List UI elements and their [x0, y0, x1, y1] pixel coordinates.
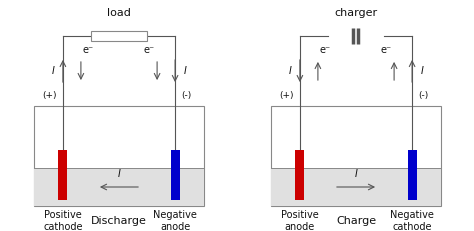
Text: Positive
anode: Positive anode [281, 210, 319, 231]
Bar [34, 106, 204, 206]
Text: I: I [118, 169, 120, 179]
Bar [171, 150, 180, 200]
Text: Negative
anode: Negative anode [153, 210, 197, 231]
Text: load: load [107, 8, 131, 18]
Text: I: I [420, 66, 424, 76]
Text: I: I [183, 66, 187, 76]
Bar [91, 31, 147, 41]
Text: (+): (+) [279, 91, 294, 100]
Bar [271, 106, 441, 206]
Text: Discharge: Discharge [91, 216, 147, 226]
Text: e⁻: e⁻ [144, 45, 155, 55]
Text: Positive
cathode: Positive cathode [43, 210, 82, 231]
Bar [58, 150, 67, 200]
Text: (+): (+) [42, 91, 57, 100]
Text: Negative
cathode: Negative cathode [390, 210, 434, 231]
Bar [295, 150, 304, 200]
Text: charger: charger [335, 8, 378, 18]
Bar [271, 168, 441, 206]
Text: I: I [289, 66, 292, 76]
Bar [34, 168, 204, 206]
Text: e⁻: e⁻ [83, 45, 94, 55]
Bar [408, 150, 417, 200]
Text: I: I [52, 66, 55, 76]
Text: (-): (-) [181, 91, 191, 100]
Text: (-): (-) [418, 91, 428, 100]
Text: e⁻: e⁻ [381, 45, 392, 55]
Text: e⁻: e⁻ [320, 45, 331, 55]
Text: Charge: Charge [336, 216, 376, 226]
Text: I: I [355, 169, 357, 179]
